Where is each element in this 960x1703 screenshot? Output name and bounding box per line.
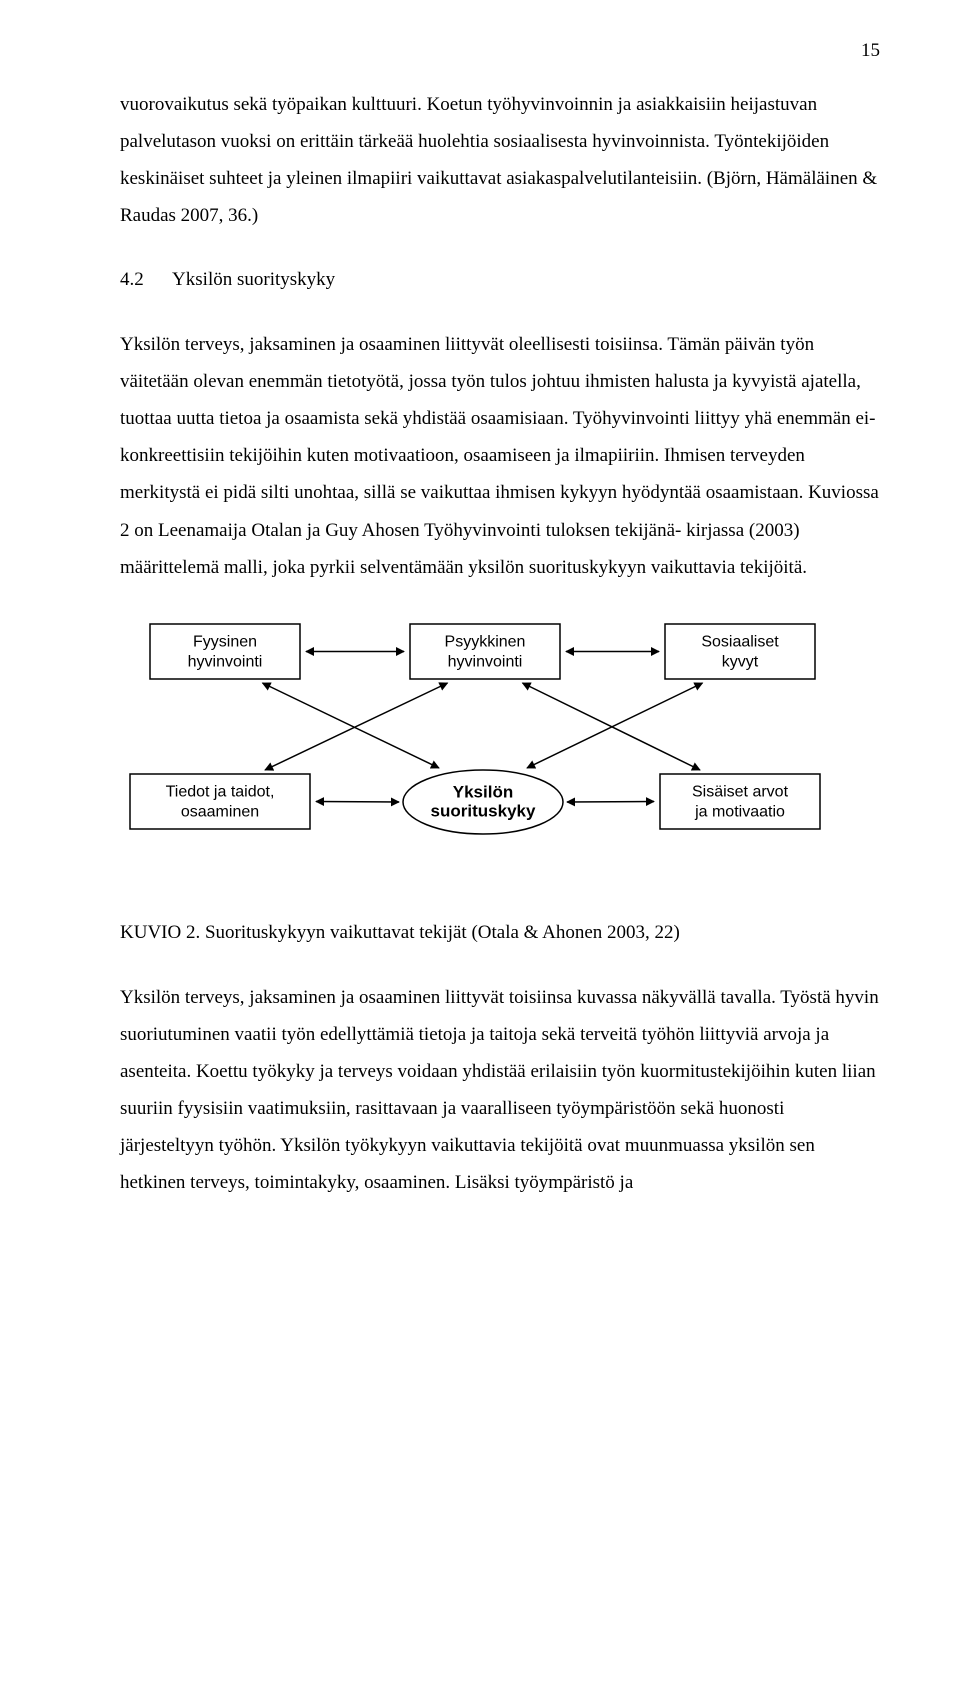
svg-text:Fyysinen: Fyysinen xyxy=(193,633,257,650)
svg-text:Tiedot ja taidot,: Tiedot ja taidot, xyxy=(166,783,275,800)
svg-text:Psyykkinen: Psyykkinen xyxy=(445,633,526,650)
svg-text:Yksilön: Yksilön xyxy=(453,782,513,801)
section-number: 4.2 xyxy=(120,262,168,298)
diagram-suorituskyky: Fyysinen hyvinvointi Psyykkinen hyvinvointi… xyxy=(120,614,880,854)
section-heading: 4.2 Yksilön suorityskyky xyxy=(120,262,880,298)
svg-text:Sisäiset arvot: Sisäiset arvot xyxy=(692,783,789,800)
svg-text:Sosiaaliset: Sosiaaliset xyxy=(701,633,779,650)
section-title: Yksilön suorityskyky xyxy=(172,269,335,290)
paragraph-body: Yksilön terveys, jaksaminen ja osaaminen… xyxy=(120,326,880,585)
svg-text:hyvinvointi: hyvinvointi xyxy=(448,653,523,670)
paragraph-after: Yksilön terveys, jaksaminen ja osaaminen… xyxy=(120,979,880,1201)
svg-text:suorituskyky: suorituskyky xyxy=(431,801,536,820)
paragraph-intro: vuorovaikutus sekä työpaikan kulttuuri. … xyxy=(120,86,880,234)
svg-text:osaaminen: osaaminen xyxy=(181,803,259,820)
svg-text:kyvyt: kyvyt xyxy=(722,653,759,670)
svg-text:ja motivaatio: ja motivaatio xyxy=(694,803,785,820)
svg-text:hyvinvointi: hyvinvointi xyxy=(188,653,263,670)
page-number: 15 xyxy=(120,40,880,62)
figure-caption: KUVIO 2. Suorituskykyyn vaikuttavat teki… xyxy=(120,914,880,951)
diagram-svg: Fyysinen hyvinvointi Psyykkinen hyvinvointi… xyxy=(120,614,840,854)
page: 15 vuorovaikutus sekä työpaikan kulttuur… xyxy=(0,0,960,1261)
